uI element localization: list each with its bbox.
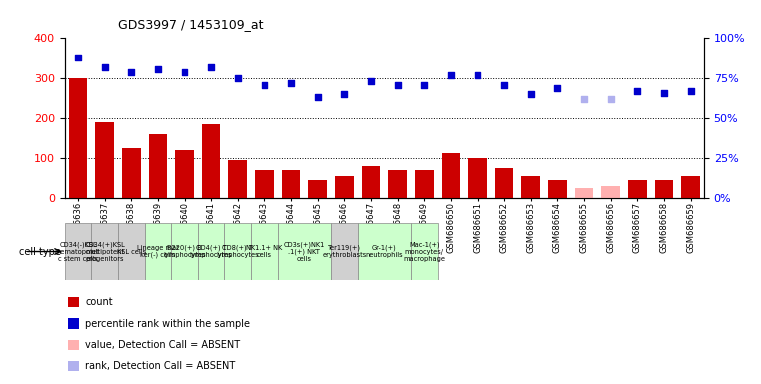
Point — [338, 91, 350, 97]
Point — [524, 91, 537, 97]
Text: GDS3997 / 1453109_at: GDS3997 / 1453109_at — [118, 18, 263, 31]
Bar — [65, 223, 91, 280]
Point — [231, 75, 244, 81]
Bar — [202, 124, 221, 198]
Text: B220(+) B
lymphocytes: B220(+) B lymphocytes — [163, 245, 206, 258]
Text: count: count — [85, 297, 113, 308]
Bar — [224, 223, 251, 280]
Point — [205, 64, 218, 70]
Bar — [198, 223, 224, 280]
Bar — [331, 223, 358, 280]
Point — [604, 96, 616, 102]
Point — [471, 72, 484, 78]
Bar — [278, 223, 331, 280]
Text: percentile rank within the sample: percentile rank within the sample — [85, 318, 250, 329]
Bar — [335, 176, 354, 198]
Point — [684, 88, 696, 94]
Text: cell type: cell type — [19, 247, 61, 257]
Bar — [495, 168, 514, 198]
Text: CD8(+) T
lymphocytes: CD8(+) T lymphocytes — [216, 245, 260, 258]
Bar — [251, 223, 278, 280]
Text: Mac-1(+)
monocytes/
macrophage: Mac-1(+) monocytes/ macrophage — [403, 241, 445, 262]
Bar — [358, 223, 411, 280]
Point — [419, 81, 431, 88]
Point — [178, 69, 190, 75]
Bar — [255, 170, 274, 198]
Point — [285, 80, 297, 86]
Point — [98, 64, 111, 70]
Point — [578, 96, 590, 102]
Bar — [145, 223, 171, 280]
Bar — [282, 170, 301, 198]
Bar — [521, 176, 540, 198]
Bar — [575, 188, 594, 198]
Bar — [308, 180, 327, 198]
Bar — [95, 122, 114, 198]
Text: Lineage mar
ker(-) cells: Lineage mar ker(-) cells — [137, 245, 179, 258]
Text: Gr-1(+)
neutrophils: Gr-1(+) neutrophils — [365, 245, 403, 258]
Text: Ter119(+)
erythroblasts: Ter119(+) erythroblasts — [322, 245, 367, 258]
Text: CD4(+) T
lymphocytes: CD4(+) T lymphocytes — [189, 245, 233, 258]
Bar — [654, 180, 673, 198]
Bar — [548, 180, 567, 198]
Point — [658, 89, 670, 96]
Bar — [91, 223, 118, 280]
Bar — [361, 166, 380, 198]
Point — [151, 66, 164, 72]
Point — [498, 81, 510, 88]
Point — [551, 85, 563, 91]
Bar — [148, 134, 167, 198]
Text: KSL cells: KSL cells — [116, 248, 146, 255]
Point — [125, 69, 137, 75]
Bar — [68, 361, 79, 371]
Bar — [68, 297, 79, 308]
Point — [391, 81, 403, 88]
Point — [365, 78, 377, 84]
Bar — [68, 318, 79, 329]
Bar — [122, 148, 141, 198]
Bar — [175, 150, 194, 198]
Point — [444, 72, 457, 78]
Text: rank, Detection Call = ABSENT: rank, Detection Call = ABSENT — [85, 361, 235, 371]
Point — [258, 81, 271, 88]
Text: NK1.1+ NK
cells: NK1.1+ NK cells — [247, 245, 282, 258]
Point — [312, 94, 324, 101]
Bar — [415, 170, 434, 198]
Bar — [228, 160, 247, 198]
Bar — [68, 339, 79, 350]
Text: value, Detection Call = ABSENT: value, Detection Call = ABSENT — [85, 339, 240, 350]
Point — [72, 55, 84, 61]
Point — [631, 88, 643, 94]
Bar — [681, 176, 700, 198]
Bar — [628, 180, 647, 198]
Text: CD3s(+)NK1
.1(+) NKT
cells: CD3s(+)NK1 .1(+) NKT cells — [284, 241, 325, 262]
Bar — [411, 223, 438, 280]
Bar — [68, 78, 88, 198]
Text: CD34(+)KSL
multipotent
progenitors: CD34(+)KSL multipotent progenitors — [84, 241, 125, 262]
Bar — [601, 186, 620, 198]
Text: CD34(-)KSL
hematopoiet
c stem cells: CD34(-)KSL hematopoiet c stem cells — [56, 241, 100, 262]
Bar — [388, 170, 407, 198]
Bar — [118, 223, 145, 280]
Bar — [171, 223, 198, 280]
Bar — [441, 153, 460, 198]
Bar — [468, 158, 487, 198]
